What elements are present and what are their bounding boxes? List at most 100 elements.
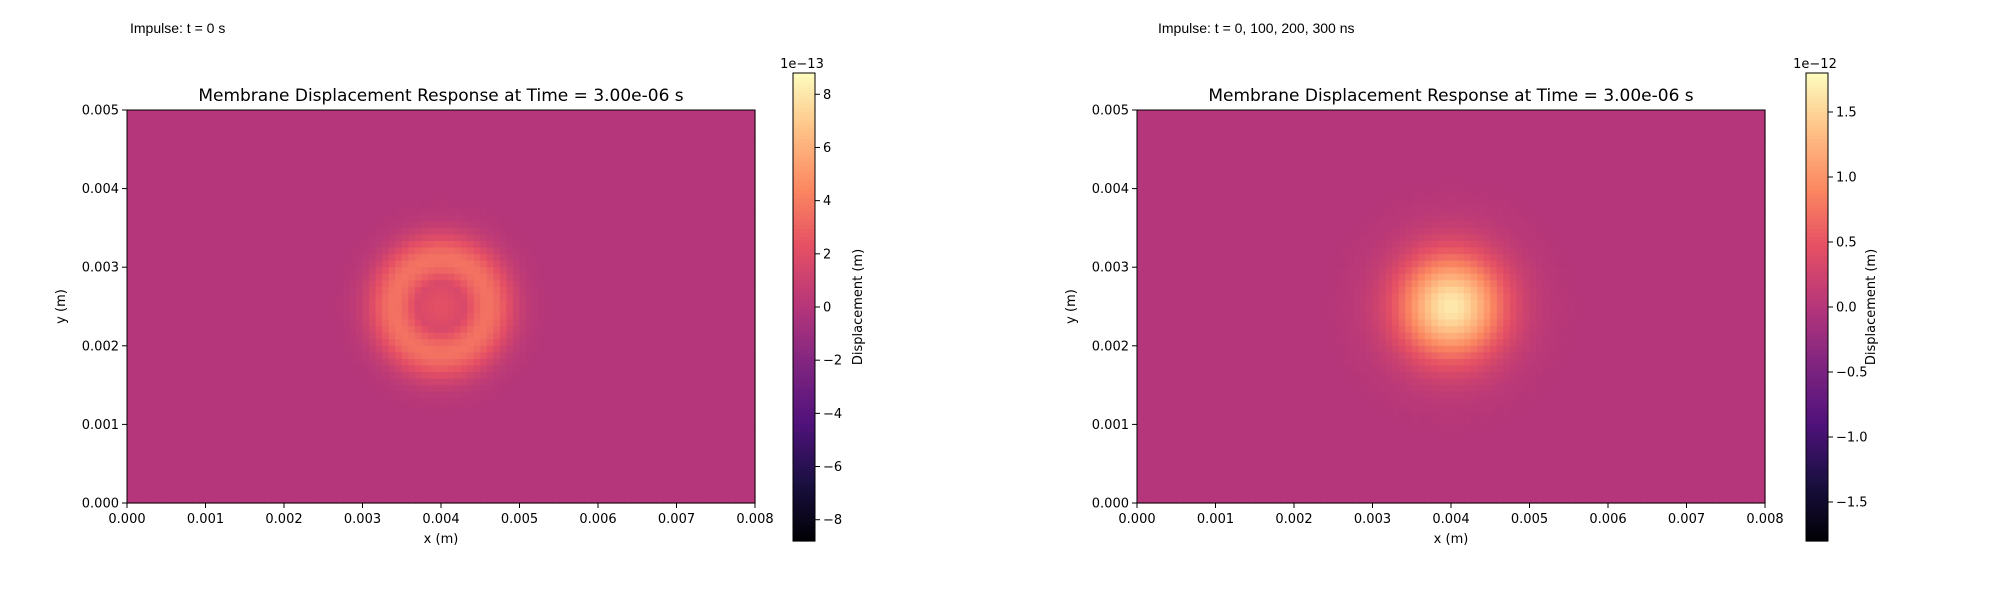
heatmap-cell xyxy=(172,247,180,255)
heatmap-cell xyxy=(349,280,357,288)
heatmap-cell xyxy=(486,241,494,249)
heatmap-cell xyxy=(486,123,494,131)
heatmap-cell xyxy=(526,385,534,393)
heatmap-cell xyxy=(218,306,226,314)
heatmap-cell xyxy=(159,234,167,242)
heatmap-cell xyxy=(336,444,344,452)
heatmap-cell xyxy=(336,339,344,347)
heatmap-cell xyxy=(179,424,187,432)
heatmap-cell xyxy=(153,155,161,163)
heatmap-cell xyxy=(323,260,331,268)
heatmap-cell xyxy=(303,195,311,203)
heatmap-cell xyxy=(277,123,285,131)
heatmap-cell xyxy=(185,378,194,386)
heatmap-cell xyxy=(584,430,593,439)
heatmap-cell xyxy=(153,208,161,216)
heatmap-cell xyxy=(486,208,494,216)
heatmap-cell xyxy=(486,234,494,242)
heatmap-cell xyxy=(290,345,298,353)
heatmap-cell xyxy=(663,299,671,308)
heatmap-cell xyxy=(127,136,135,144)
heatmap-cell xyxy=(172,142,180,150)
heatmap-cell xyxy=(447,241,455,249)
heatmap-cell xyxy=(709,247,717,255)
heatmap-cell xyxy=(696,247,704,255)
heatmap-cell xyxy=(316,162,324,170)
heatmap-cell xyxy=(741,444,750,452)
heatmap-cell xyxy=(166,227,174,236)
heatmap-cell xyxy=(441,123,449,131)
heatmap-cell xyxy=(362,162,370,170)
heatmap-cell xyxy=(342,241,351,249)
heatmap-cell xyxy=(421,273,429,281)
heatmap-cell xyxy=(545,182,553,190)
heatmap-cell xyxy=(159,136,167,144)
heatmap-cell xyxy=(624,332,632,340)
heatmap-cell xyxy=(198,247,207,255)
heatmap-cell xyxy=(382,149,390,157)
heatmap-cell xyxy=(257,286,265,294)
heatmap-cell xyxy=(401,286,409,294)
heatmap-cell xyxy=(493,411,501,419)
heatmap-cell xyxy=(166,182,174,190)
heatmap-cell xyxy=(571,162,579,170)
heatmap-cell xyxy=(539,391,547,399)
heatmap-cell xyxy=(545,326,553,334)
heatmap-cell xyxy=(709,286,717,294)
heatmap-cell xyxy=(480,372,488,380)
heatmap-cell xyxy=(270,182,279,190)
heatmap-cell xyxy=(676,234,684,242)
heatmap-cell xyxy=(578,345,586,353)
heatmap-cell xyxy=(454,273,462,281)
heatmap-cell xyxy=(669,208,678,216)
heatmap-cell xyxy=(127,358,135,367)
heatmap-cell xyxy=(715,404,723,412)
heatmap-cell xyxy=(480,123,488,131)
heatmap-cell xyxy=(624,345,632,353)
heatmap-cell xyxy=(434,227,442,236)
heatmap-cell xyxy=(127,417,135,425)
heatmap-cell xyxy=(310,417,318,425)
heatmap-cell xyxy=(683,326,691,334)
heatmap-cell xyxy=(467,313,475,321)
heatmap-cell xyxy=(578,175,586,183)
heatmap-cell xyxy=(166,247,174,255)
heatmap-cell xyxy=(421,168,429,177)
heatmap-cell xyxy=(212,411,220,419)
heatmap-cell xyxy=(179,293,187,301)
heatmap-cell xyxy=(598,372,606,380)
heatmap-cell xyxy=(284,182,292,190)
heatmap-cell xyxy=(329,168,337,177)
heatmap-cell xyxy=(355,417,364,425)
heatmap-cell xyxy=(441,345,449,353)
heatmap-cell xyxy=(140,339,148,347)
heatmap-cell xyxy=(643,142,651,150)
heatmap-cell xyxy=(611,306,619,314)
heatmap-cell xyxy=(408,188,416,196)
heatmap-cell xyxy=(519,424,527,432)
heatmap-cell xyxy=(598,299,606,308)
heatmap-cell xyxy=(172,326,180,334)
heatmap-cell xyxy=(709,110,717,118)
heatmap-cell xyxy=(611,286,619,294)
heatmap-cell xyxy=(454,326,462,334)
heatmap-cell xyxy=(565,254,573,262)
heatmap-cell xyxy=(303,110,311,118)
heatmap-cell xyxy=(598,345,606,353)
heatmap-cell xyxy=(166,234,174,242)
heatmap-cell xyxy=(532,319,540,327)
heatmap-cell xyxy=(127,273,135,281)
heatmap-cell xyxy=(205,168,213,177)
heatmap-cell xyxy=(715,372,723,380)
heatmap-cell xyxy=(545,313,553,321)
heatmap-cell xyxy=(185,241,194,249)
heatmap-cell xyxy=(133,182,141,190)
heatmap-cell xyxy=(434,175,442,183)
heatmap-cell xyxy=(565,168,573,177)
heatmap-cell xyxy=(617,378,625,386)
heatmap-cell xyxy=(349,372,357,380)
heatmap-cell xyxy=(584,365,593,373)
heatmap-cell xyxy=(127,227,135,236)
heatmap-cell xyxy=(205,201,213,209)
heatmap-cell xyxy=(454,404,462,412)
